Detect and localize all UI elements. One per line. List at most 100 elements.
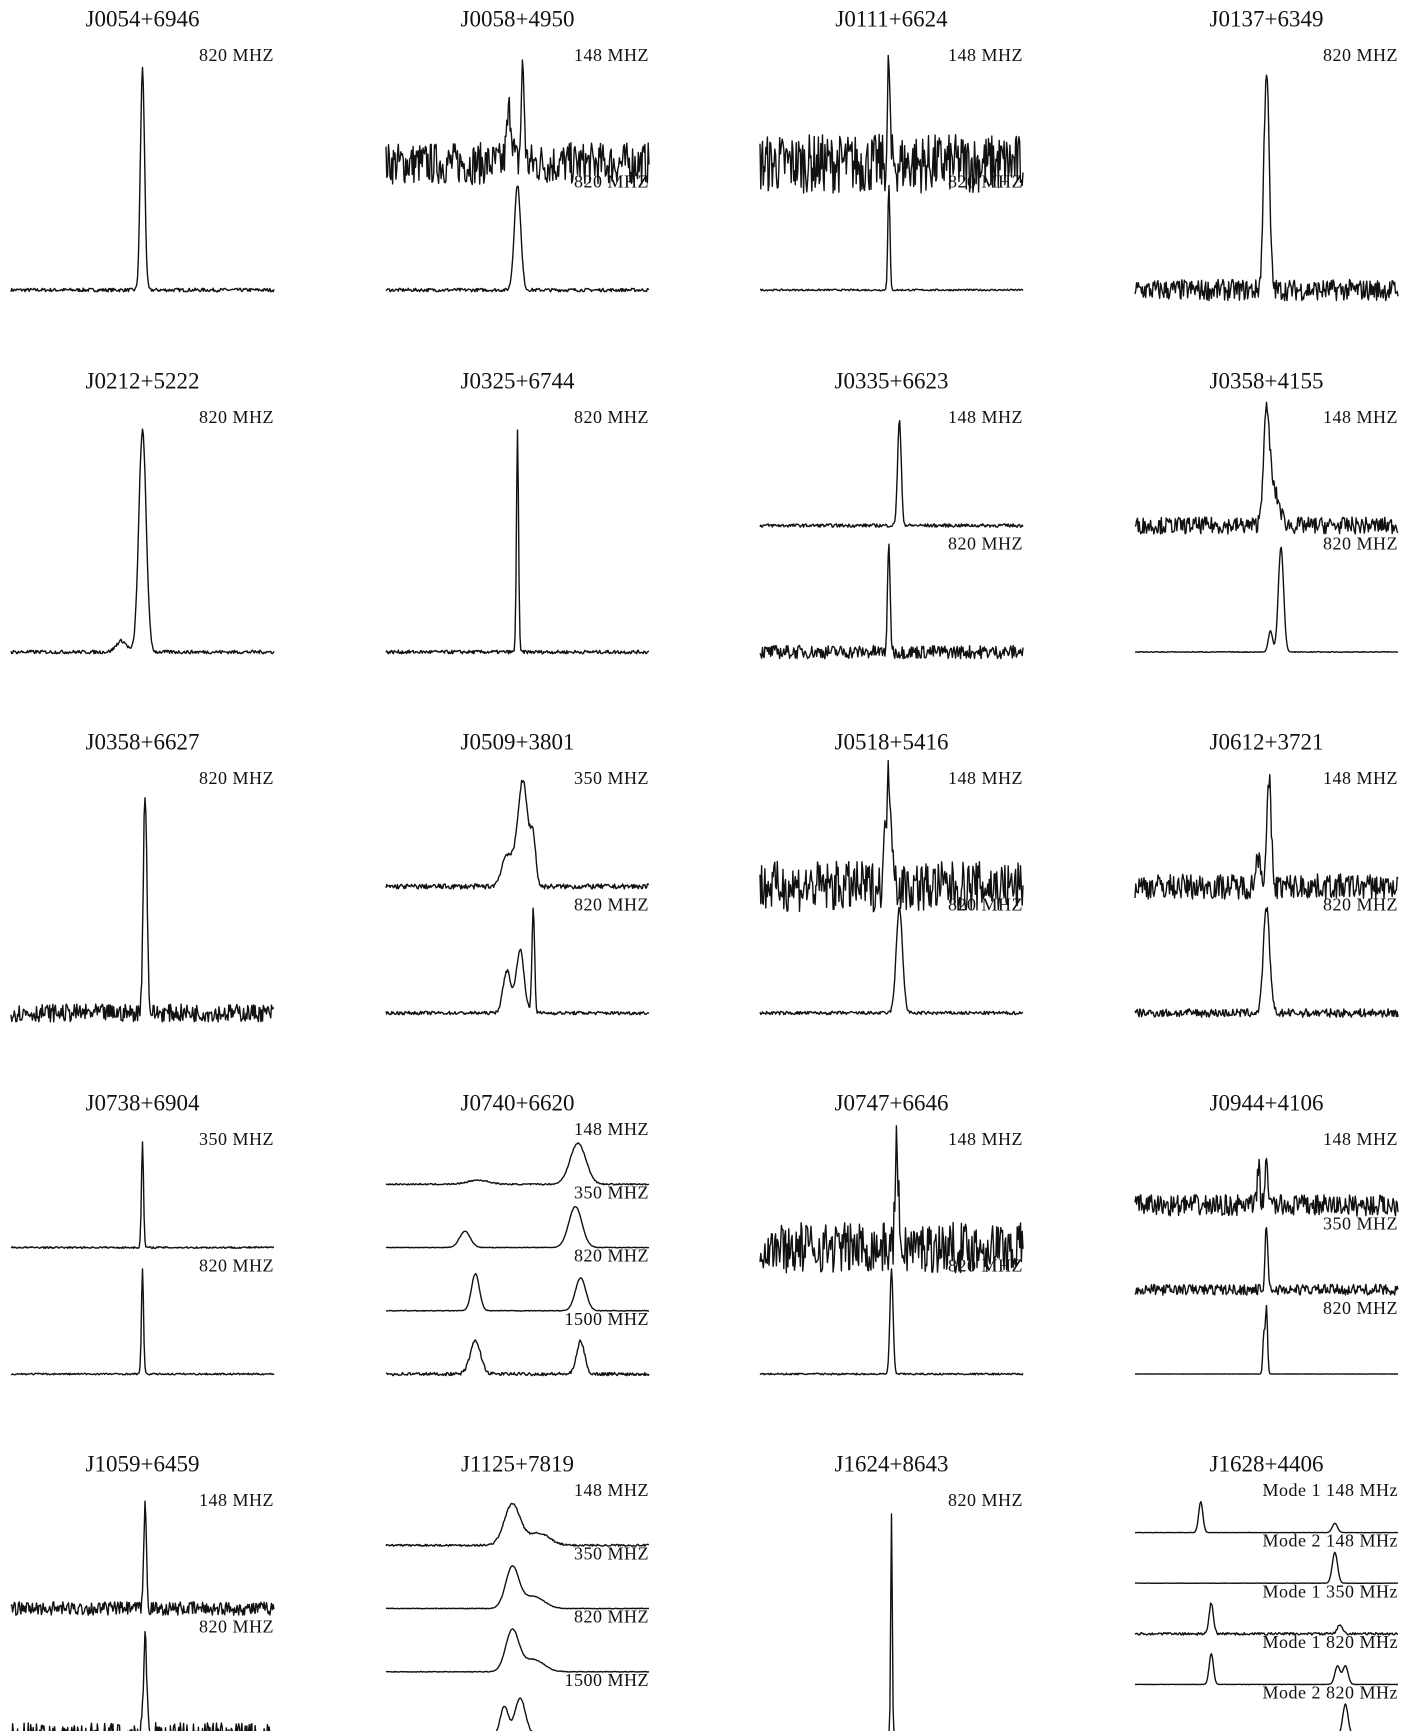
profile-trace (10, 428, 275, 655)
frequency-label: Mode 1 350 MHz (1263, 1581, 1399, 1601)
profile-trace (385, 1565, 649, 1610)
frequency-label: 350 MHZ (574, 1182, 649, 1202)
profile-trace (385, 1502, 650, 1547)
panel-title: J0358+6627 (86, 729, 200, 754)
profile-trace (1134, 1227, 1399, 1296)
frequency-label: Mode 1 148 MHz (1263, 1480, 1399, 1500)
profile-trace (10, 797, 275, 1023)
profile-trace (759, 543, 1024, 660)
profile-trace (385, 1339, 650, 1377)
profile-trace (1134, 774, 1399, 900)
frequency-label: Mode 2 820 MHz (1263, 1683, 1399, 1703)
frequency-label: 820 MHZ (948, 172, 1023, 192)
panel-title: J0137+6349 (1210, 6, 1324, 31)
panel-title: J1624+8643 (835, 1451, 949, 1476)
profile-trace (385, 59, 650, 186)
frequency-label: 148 MHZ (948, 407, 1023, 427)
panel-title: J0358+4155 (1210, 368, 1324, 393)
profile-trace (1134, 1602, 1399, 1636)
frequency-label: 148 MHZ (948, 1129, 1023, 1149)
panel-title: J0335+6623 (835, 368, 949, 393)
profile-trace (385, 1206, 650, 1249)
panel-title: J0111+6624 (835, 6, 948, 31)
panel-title: J0325+6744 (461, 368, 575, 393)
profile-trace (495, 1697, 533, 1731)
frequency-label: Mode 1 820 MHz (1263, 1632, 1399, 1652)
panel-title: J0740+6620 (461, 1090, 575, 1115)
frequency-label: 820 MHZ (1323, 534, 1398, 554)
frequency-label: 148 MHZ (574, 45, 649, 65)
frequency-label: 820 MHZ (1323, 45, 1398, 65)
frequency-label: 148 MHZ (1323, 768, 1398, 788)
profile-trace (1134, 1157, 1399, 1217)
panel-title: J1059+6459 (86, 1451, 200, 1476)
frequency-label: 350 MHZ (574, 768, 649, 788)
frequency-label: 820 MHZ (948, 895, 1023, 915)
panel-title: J0944+4106 (1210, 1090, 1324, 1115)
frequency-label: 148 MHZ (574, 1119, 649, 1139)
profile-trace (385, 779, 650, 890)
frequency-label: 820 MHZ (574, 172, 649, 192)
profile-trace (1134, 1501, 1399, 1534)
profile-trace (759, 54, 1024, 194)
panel-title: J0058+4950 (461, 6, 575, 31)
frequency-label: 820 MHZ (574, 895, 649, 915)
panel-title: J1125+7819 (461, 1451, 574, 1476)
frequency-label: 148 MHZ (948, 45, 1023, 65)
profile-trace (11, 1631, 271, 1731)
profile-trace (385, 185, 650, 293)
frequency-label: 148 MHZ (1323, 1129, 1398, 1149)
frequency-label: 350 MHZ (1323, 1213, 1398, 1233)
frequency-label: 1500 MHZ (565, 1670, 650, 1690)
panel-title: J0509+3801 (461, 729, 575, 754)
panel-title: J0518+5416 (835, 729, 949, 754)
profile-trace (10, 1268, 275, 1376)
frequency-label: 820 MHZ (199, 407, 274, 427)
frequency-label: Mode 2 148 MHz (1263, 1531, 1399, 1551)
panel-title: J0612+3721 (1210, 729, 1324, 754)
profile-trace (1134, 546, 1399, 654)
profile-trace (10, 1141, 275, 1249)
profile-trace (386, 1272, 650, 1312)
profile-trace (759, 184, 1024, 292)
frequency-label: 820 MHZ (199, 1617, 274, 1637)
frequency-label: 820 MHZ (574, 1607, 649, 1627)
frequency-label: 350 MHZ (574, 1543, 649, 1563)
panel-title: J1628+4406 (1210, 1451, 1324, 1476)
frequency-label: 148 MHZ (948, 768, 1023, 788)
profile-trace (10, 1500, 275, 1616)
frequency-label: 148 MHZ (1323, 407, 1398, 427)
profile-trace (1134, 906, 1399, 1018)
frequency-label: 820 MHZ (948, 534, 1023, 554)
profile-trace (759, 760, 1024, 913)
frequency-label: 1500 MHZ (565, 1309, 650, 1329)
profile-trace (759, 1268, 1024, 1376)
panel-title: J0738+6904 (86, 1090, 200, 1115)
frequency-label: 148 MHZ (574, 1480, 649, 1500)
profile-trace (385, 907, 650, 1016)
frequency-label: 820 MHZ (199, 768, 274, 788)
profile-trace (385, 1142, 650, 1186)
profile-trace (1135, 1551, 1399, 1584)
frequency-label: 820 MHZ (574, 1246, 649, 1266)
frequency-label: 820 MHZ (1323, 1298, 1398, 1318)
profile-trace (1134, 1304, 1399, 1375)
frequency-label: 820 MHZ (199, 45, 274, 65)
profile-trace (10, 66, 275, 293)
panel-title: J0212+5222 (86, 368, 200, 393)
profile-trace (759, 420, 1024, 528)
profile-trace (385, 429, 650, 655)
profile-trace (1134, 401, 1399, 535)
profile-trace (385, 1628, 650, 1673)
frequency-label: 350 MHZ (199, 1129, 274, 1149)
frequency-label: 820 MHZ (1323, 895, 1398, 915)
profile-trace (1135, 1653, 1398, 1686)
frequency-label: 820 MHZ (199, 1256, 274, 1276)
frequency-label: 820 MHZ (574, 407, 649, 427)
frequency-label: 820 MHZ (948, 1256, 1023, 1276)
profile-trace (1134, 74, 1399, 302)
profile-trace (759, 907, 1024, 1016)
panel-title: J0054+6946 (86, 6, 200, 31)
